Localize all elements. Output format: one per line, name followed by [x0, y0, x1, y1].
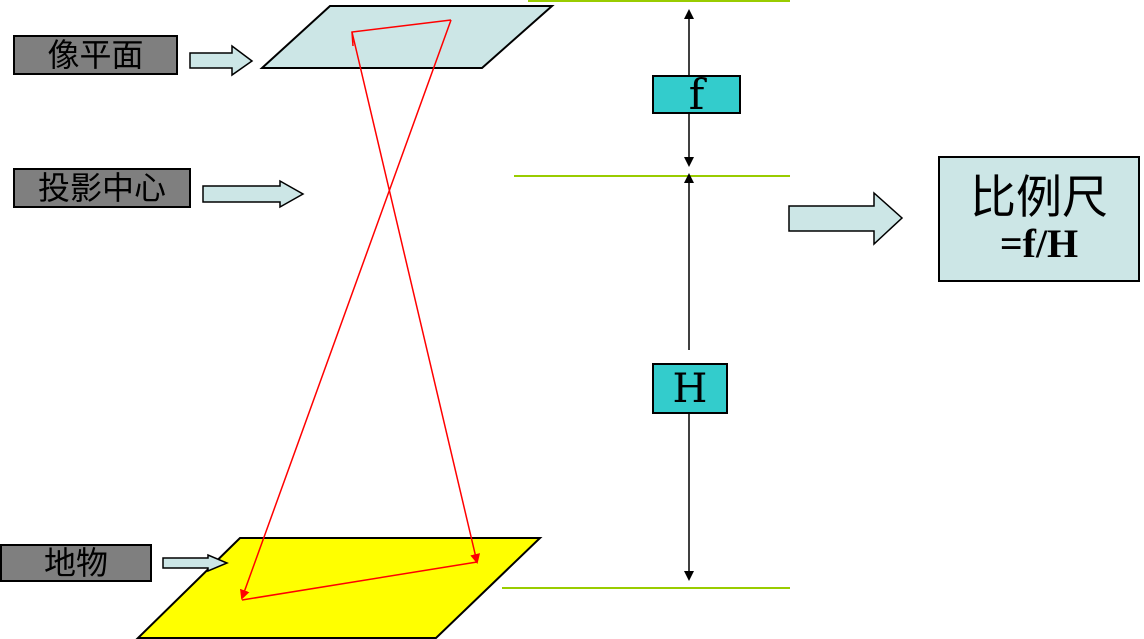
ground-triangle [241, 561, 478, 601]
scale-formula: =f/H [999, 221, 1079, 267]
flight-height-tag: H [652, 363, 728, 414]
scale-title: 比例尺 [970, 169, 1108, 224]
focal-length-tag: f [652, 73, 741, 115]
image-plane-shape [259, 5, 555, 69]
image-triangle [351, 19, 452, 47]
result-pointer-arrow [788, 191, 904, 246]
projection-center-label: 投影中心 [13, 168, 191, 208]
scale-result-box: 比例尺 =f/H [938, 156, 1140, 282]
image-plane-pointer-arrow [189, 44, 254, 77]
ground-object-label: 地物 [0, 544, 152, 582]
projection-ray-right [351, 31, 481, 564]
image-plane-label: 像平面 [13, 35, 178, 75]
ground-object-shape [135, 537, 543, 639]
ground-object-pointer-arrow [162, 553, 229, 573]
projection-center-pointer-arrow [202, 179, 305, 209]
projection-ray-left [240, 19, 452, 600]
